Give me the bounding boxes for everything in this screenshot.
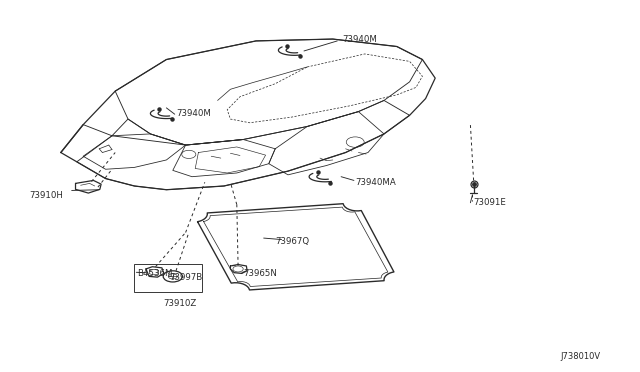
Text: J738010V: J738010V bbox=[560, 352, 600, 361]
Text: 73091E: 73091E bbox=[474, 198, 506, 207]
Text: 73940MA: 73940MA bbox=[355, 178, 396, 187]
Text: 73910Z: 73910Z bbox=[163, 299, 196, 308]
Text: 73940M: 73940M bbox=[176, 109, 211, 118]
Text: B4536M: B4536M bbox=[138, 269, 173, 278]
Text: 73940M: 73940M bbox=[342, 35, 377, 44]
Text: 73910H: 73910H bbox=[29, 191, 63, 200]
Text: 73997B: 73997B bbox=[170, 273, 203, 282]
Text: 73965N: 73965N bbox=[243, 269, 277, 278]
Text: 73967Q: 73967Q bbox=[275, 237, 309, 246]
